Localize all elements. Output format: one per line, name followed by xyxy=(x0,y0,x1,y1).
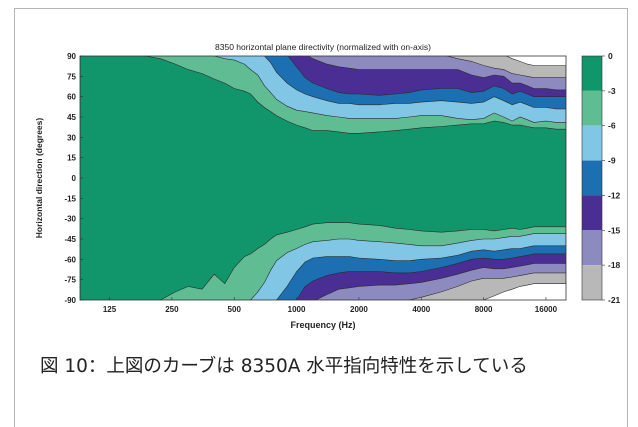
colorbar-swatch xyxy=(582,160,602,196)
colorbar-swatch xyxy=(582,195,602,231)
y-axis: 90 75 60 45 30 15 0 -15 -30 -45 -60 -75 -90 xyxy=(64,52,83,305)
colorbar-label: -6 xyxy=(608,121,616,131)
x-tick-label: 4000 xyxy=(412,305,430,314)
x-tick-label: 2000 xyxy=(350,305,368,314)
colorbar-border xyxy=(581,55,603,301)
x-tick-label: 1000 xyxy=(288,305,306,314)
y-tick-label: -45 xyxy=(64,235,76,244)
colorbar: 0 -3 -6 -9 -12 -15 -18 -21 xyxy=(581,51,621,305)
y-axis-label: Horizontal direction (degrees) xyxy=(34,118,44,239)
x-tick-label: 500 xyxy=(228,305,242,314)
x-axis-label: Frequency (Hz) xyxy=(290,320,355,330)
x-tick-label: 8000 xyxy=(475,305,493,314)
y-tick-label: -60 xyxy=(64,255,76,264)
x-tick-label: 250 xyxy=(165,305,179,314)
x-axis: 125 250 500 1000 2000 4000 8000 16000 xyxy=(103,297,558,314)
colorbar-label: -3 xyxy=(608,86,616,96)
y-tick-label: -15 xyxy=(64,194,76,203)
directivity-chart: 8350 horizontal plane directivity (norma… xyxy=(34,42,621,330)
colorbar-swatch xyxy=(582,230,602,266)
colorbar-label: -12 xyxy=(608,190,621,200)
y-tick-label: 75 xyxy=(67,72,76,81)
x-tick-label: 125 xyxy=(103,305,117,314)
y-tick-label: 30 xyxy=(67,133,76,142)
y-tick-label: 45 xyxy=(67,113,76,122)
colorbar-swatch xyxy=(582,265,602,300)
contour-region-minus-3 xyxy=(80,56,566,300)
y-tick-label: 60 xyxy=(67,93,76,102)
colorbar-label: -18 xyxy=(608,260,621,270)
colorbar-label: -15 xyxy=(608,225,621,235)
colorbar-swatch xyxy=(582,90,602,126)
y-tick-label: 90 xyxy=(67,52,76,61)
chart-title: 8350 horizontal plane directivity (norma… xyxy=(215,42,431,52)
y-tick-label: -90 xyxy=(64,296,76,305)
y-tick-label: 15 xyxy=(67,154,76,163)
colorbar-label: -9 xyxy=(608,156,616,166)
y-tick-label: 0 xyxy=(72,174,77,183)
colorbar-label: 0 xyxy=(608,51,613,61)
figure-frame xyxy=(14,8,628,427)
colorbar-label: -21 xyxy=(608,295,621,305)
x-tick-label: 16000 xyxy=(535,305,558,314)
figure-caption: 図 10：上図のカーブは 8350A 水平指向特性を示している xyxy=(40,356,528,377)
y-tick-label: -30 xyxy=(64,215,76,224)
colorbar-swatch xyxy=(582,125,602,161)
plot-area xyxy=(80,56,566,300)
y-tick-label: -75 xyxy=(64,276,76,285)
colorbar-swatch xyxy=(582,56,602,91)
